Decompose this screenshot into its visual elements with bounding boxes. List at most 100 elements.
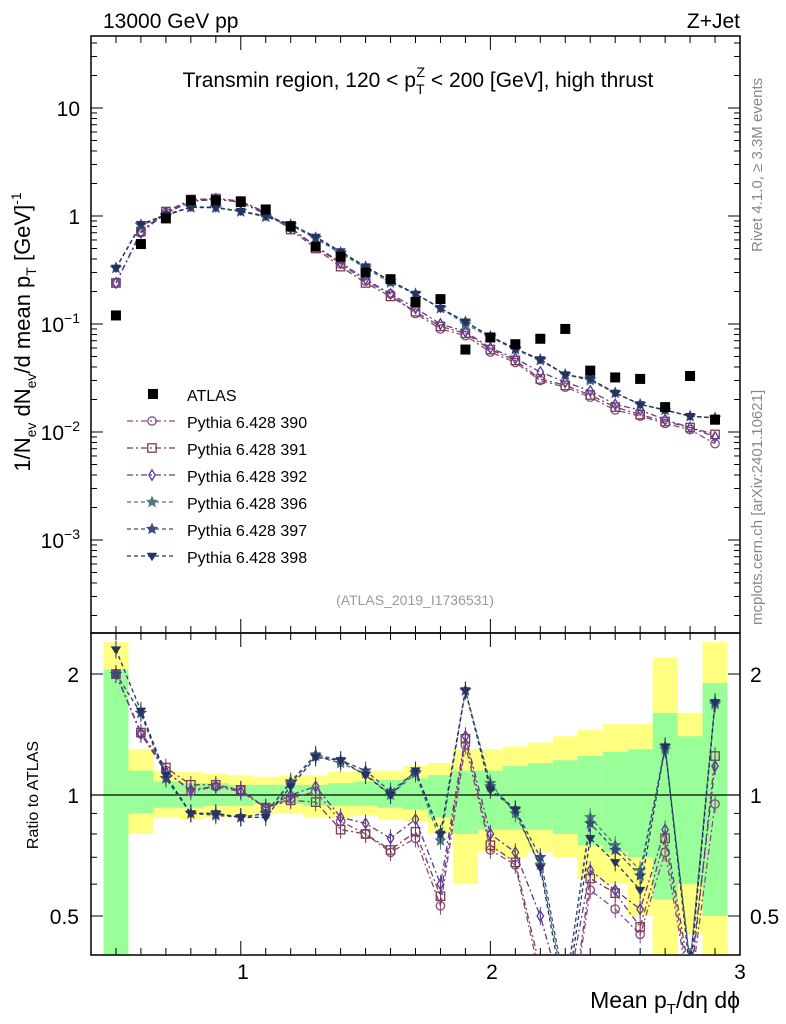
series-5-point-0 [110,264,122,274]
ratio-5-point-16 [510,806,521,815]
band-green-23 [677,736,703,885]
series-2-point-20 [611,397,620,411]
atlas-point-12 [410,296,421,307]
ratio-5-point-23 [685,970,695,978]
ratio-2-point-9 [336,810,345,824]
atlas-point-9 [335,251,346,262]
band-green-1 [128,770,154,814]
series-5-point-6 [260,212,271,222]
ratio-2-point-7 [286,788,295,802]
ratio-uncertainty-bands [103,642,728,955]
ratio-4-point-21 [633,869,647,881]
series-5-point-1 [135,220,147,230]
atlas-point-19 [585,365,596,376]
legend-label-396: Pythia 6.428 396 [187,496,307,513]
atlas-point-14 [460,344,471,355]
atlas-point-24 [710,414,721,425]
ratio-5-point-3 [185,810,197,819]
atlas-point-2 [160,213,171,224]
series-2-point-23 [686,421,695,434]
atlas-point-3 [185,195,196,206]
ratio-2-point-11 [386,831,395,845]
legend-label-atlas: ATLAS [187,388,237,405]
chart-title: Transmin region, 120 < pTZ < 200 [GeV], … [183,64,654,97]
ratio-5-point-6 [260,814,271,823]
band-green-6 [253,784,279,804]
ratio-2-point-15 [486,827,495,841]
x-tick-2: 2 [486,961,498,984]
atlas-point-11 [385,274,396,285]
rivet-version-label: Rivet 4.1.0, ≥ 3.3M events [749,78,766,252]
band-green-20 [602,751,628,853]
ratio-2-point-8 [311,780,320,793]
header-left: 13000 GeV pp [103,10,238,33]
ratio-5-point-13 [435,830,446,840]
atlas-point-21 [635,373,646,384]
ratio-2-point-13 [436,877,445,891]
series-1-point-20 [610,402,621,412]
y-tick-0.1: 10−1 [41,310,81,337]
atlas-point-13 [435,294,446,305]
ratio-1-point-21 [635,921,646,932]
analysis-id: (ATLAS_2019_I1736531) [336,592,494,608]
series-2-point-0 [111,276,120,290]
ratio-3-point-18 [560,988,571,998]
ratio-tick-2-left: 2 [67,664,79,687]
y-axis-label: 1/Nev dNev/d mean pT [GeV]-1 [8,192,39,472]
series-5-point-19 [585,375,596,385]
ratio-tick-0.5-right: 0.5 [750,906,779,929]
ratio-0-point-17 [536,974,544,982]
legend-marker-3 [145,495,159,508]
legend-marker-4 [145,522,159,535]
ratio-5-point-20 [609,859,621,868]
series-5-point-21 [634,401,646,410]
series-5-point-3 [185,203,197,213]
ratio-1-point-8 [310,797,321,807]
ratio-tick-1-right: 1 [750,785,762,808]
ratio-tick-2-right: 2 [750,664,762,687]
legend-marker-0 [147,416,157,426]
series-5-point-8 [310,233,321,243]
ratio-4-point-23 [685,958,696,968]
ratio-5-point-18 [560,1002,570,1010]
ratio-5-point-14 [460,687,471,696]
band-green-17 [527,763,553,830]
y-tick-0.001: 10−3 [41,526,81,553]
series-2-point-14 [461,325,470,339]
ratio-2-point-17 [536,909,545,923]
atlas-point-22 [660,402,671,413]
series-5-point-14 [460,318,471,327]
atlas-point-8 [310,241,321,252]
series-5-point-20 [609,389,621,399]
ratio-tick-0.5-left: 0.5 [50,906,79,929]
atlas-point-7 [285,221,296,232]
series-2-point-24 [711,430,720,444]
ratio-5-point-4 [210,810,222,819]
legend-label-392: Pythia 6.428 392 [187,469,307,486]
series-2-point-1 [136,226,145,240]
ratio-5-point-0 [110,646,122,655]
ratio-series-group [109,640,722,1010]
ratio-5-point-17 [535,864,546,873]
header-right: Z+Jet [687,10,740,33]
series-2-point-17 [536,365,545,379]
ratio-0-point-20 [610,904,621,915]
ratio-5-point-8 [310,754,321,763]
ratio-2-point-19 [586,863,595,877]
ratio-5-point-24 [709,699,721,708]
series-5-point-4 [210,204,222,213]
band-green-13 [427,775,453,818]
band-green-10 [353,781,379,806]
ratio-2-point-21 [636,902,645,916]
ratio-5-point-15 [485,786,496,796]
ratio-5-point-19 [585,835,596,844]
atlas-point-4 [210,195,221,206]
y-tick-0.01: 10−2 [41,418,81,445]
ratio-axis-label: Ratio to ATLAS [25,741,42,849]
ratio-3-point-23 [685,958,696,968]
series-1-point-24 [710,429,720,440]
ratio-2-point-16 [511,845,520,859]
ratio-5-point-5 [235,814,246,823]
legend-marker-5 [146,552,158,562]
series-2-point-22 [661,413,670,427]
